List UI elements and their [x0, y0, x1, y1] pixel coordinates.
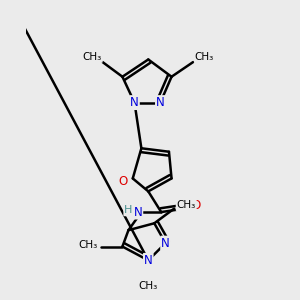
Text: CH₃: CH₃	[177, 200, 196, 210]
Text: CH₃: CH₃	[78, 240, 98, 250]
Text: CH₃: CH₃	[139, 281, 158, 291]
Text: N: N	[130, 96, 139, 109]
Text: H: H	[124, 205, 133, 215]
Text: O: O	[119, 175, 128, 188]
Text: O: O	[191, 199, 200, 212]
Text: N: N	[144, 254, 153, 267]
Text: CH₃: CH₃	[195, 52, 214, 62]
Text: CH₃: CH₃	[82, 52, 102, 62]
Text: N: N	[156, 96, 165, 109]
Text: N: N	[161, 237, 170, 250]
Text: N: N	[134, 206, 142, 219]
